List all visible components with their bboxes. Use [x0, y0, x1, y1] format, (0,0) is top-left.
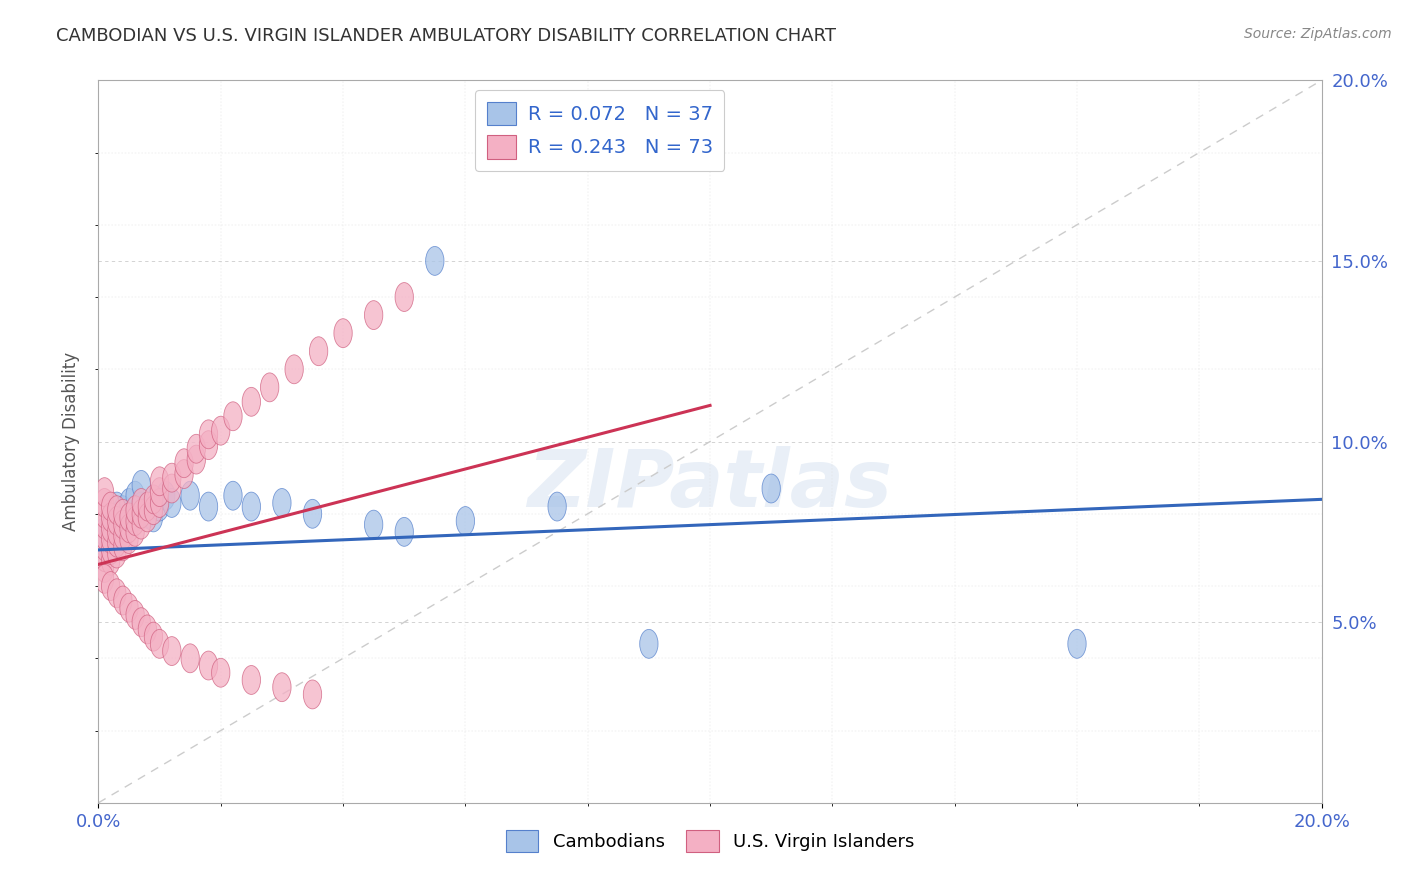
Legend: Cambodians, U.S. Virgin Islanders: Cambodians, U.S. Virgin Islanders [498, 822, 922, 859]
Text: Source: ZipAtlas.com: Source: ZipAtlas.com [1244, 27, 1392, 41]
Y-axis label: Ambulatory Disability: Ambulatory Disability [62, 352, 80, 531]
Text: ZIPatlas: ZIPatlas [527, 446, 893, 524]
Text: CAMBODIAN VS U.S. VIRGIN ISLANDER AMBULATORY DISABILITY CORRELATION CHART: CAMBODIAN VS U.S. VIRGIN ISLANDER AMBULA… [56, 27, 837, 45]
